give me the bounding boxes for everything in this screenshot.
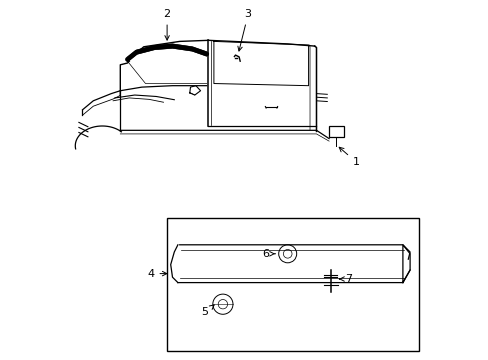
Text: 4: 4 bbox=[147, 269, 166, 279]
Bar bbox=[328, 126, 343, 137]
Text: 1: 1 bbox=[339, 147, 359, 167]
Bar bbox=[167, 218, 418, 351]
Text: 5: 5 bbox=[201, 305, 214, 318]
Text: 2: 2 bbox=[163, 9, 170, 40]
Text: 6: 6 bbox=[262, 249, 275, 259]
Text: 3: 3 bbox=[237, 9, 251, 51]
Text: 7: 7 bbox=[339, 274, 352, 284]
